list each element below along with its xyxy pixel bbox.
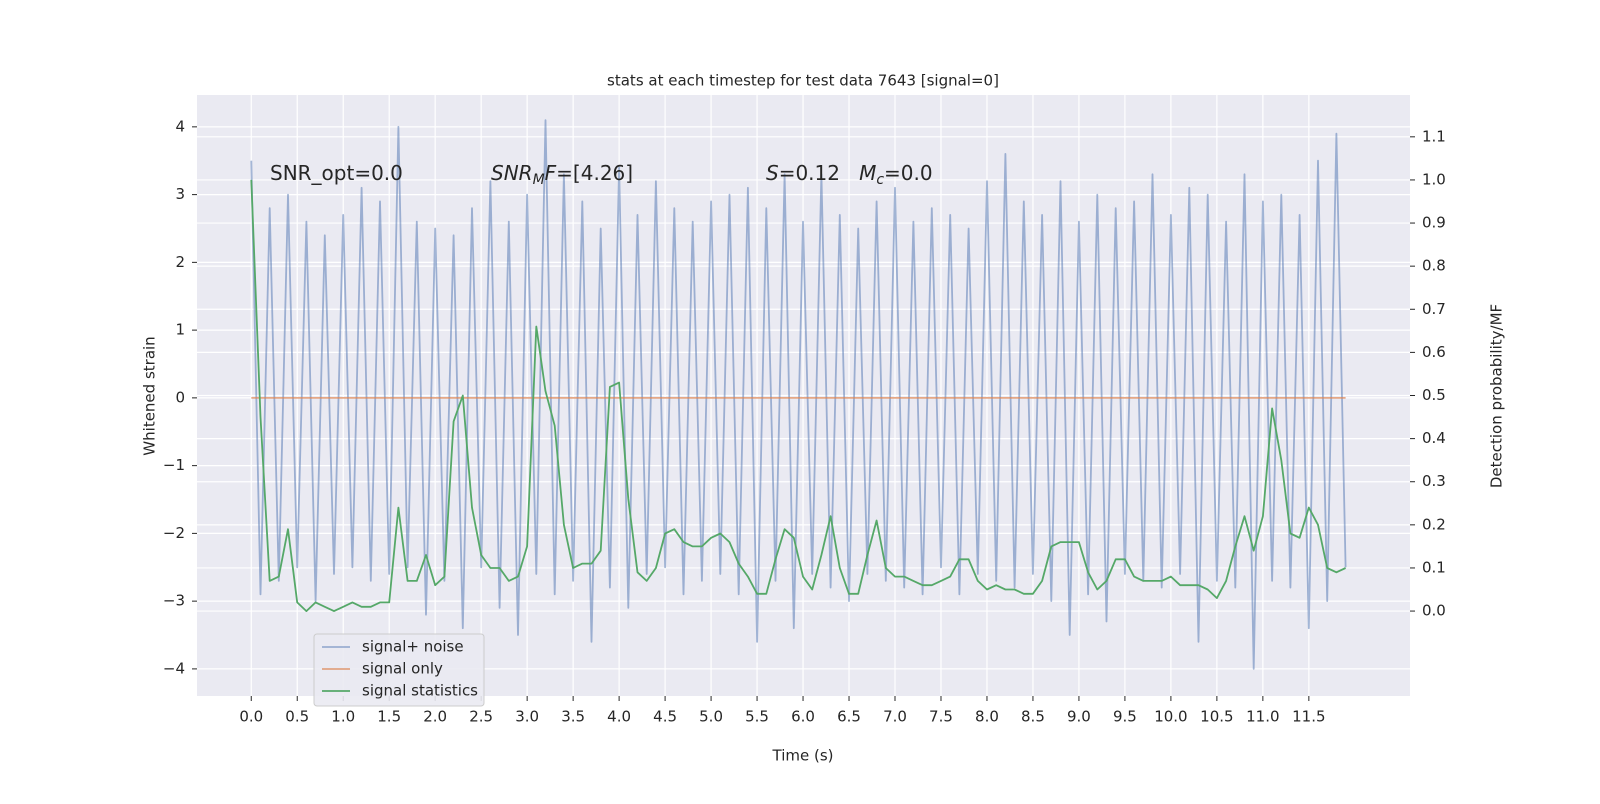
y-tick-label: −2: [163, 524, 185, 542]
x-tick-label: 6.5: [837, 708, 861, 726]
y2-tick-label: 1.0: [1422, 170, 1446, 188]
annotation-part: M: [859, 161, 876, 185]
annotation-part: =0.0: [884, 161, 933, 185]
y2-tick-label: 0.1: [1422, 558, 1446, 576]
annotation-part: M: [533, 172, 545, 188]
legend-label: signal+ noise: [362, 638, 464, 656]
x-tick-label: 2.5: [469, 708, 493, 726]
annotation: S=0.12 Mc=0.0: [766, 161, 933, 189]
y2-tick-label: 0.5: [1422, 386, 1446, 404]
y2-tick-label: 0.7: [1422, 300, 1446, 318]
annotation: SNR_opt=0.0: [270, 161, 403, 185]
series-line: [250, 179, 1346, 612]
y2-tick-label: 0.8: [1422, 257, 1446, 275]
y-tick-label: 4: [175, 117, 185, 135]
y2-tick-label: 0.6: [1422, 343, 1446, 361]
annotation-part: F: [545, 161, 557, 185]
x-tick-label: 0.5: [285, 708, 309, 726]
y-tick-label: 1: [175, 321, 185, 339]
x-axis-label: Time (s): [772, 747, 834, 765]
x-tick-label: 10.5: [1200, 708, 1233, 726]
y2-tick-label: 0.2: [1422, 515, 1446, 533]
x-tick-label: 3.0: [515, 708, 539, 726]
y2-tick-label: 0.4: [1422, 429, 1446, 447]
legend-label: signal only: [362, 660, 443, 678]
annotation-part: SNR: [491, 161, 533, 185]
x-tick-label: 8.5: [1021, 708, 1045, 726]
x-tick-label: 10.0: [1154, 708, 1187, 726]
annotation-part: =[4.26]: [556, 161, 633, 185]
x-tick-label: 11.0: [1246, 708, 1279, 726]
x-tick-label: 1.0: [331, 708, 355, 726]
x-tick-label: 9.0: [1067, 708, 1091, 726]
series-line: [250, 119, 1347, 670]
x-tick-label: 9.5: [1113, 708, 1137, 726]
x-tick-label: 2.0: [423, 708, 447, 726]
x-tick-label: 11.5: [1292, 708, 1325, 726]
annotation-part: SNR_opt=0.0: [270, 161, 403, 185]
x-tick-label: 5.5: [745, 708, 769, 726]
legend-box: [313, 633, 485, 707]
chart-title: stats at each timestep for test data 764…: [607, 72, 999, 90]
y-tick-label: 2: [175, 253, 185, 271]
x-tick-label: 5.0: [699, 708, 723, 726]
annotation: SNRMF=[4.26]: [491, 161, 633, 189]
y2-axis-label: Detection probability/MF: [1488, 304, 1506, 488]
y2-tick-label: 1.1: [1422, 127, 1446, 145]
x-tick-label: 8.0: [975, 708, 999, 726]
annotation-part: =0.12: [779, 161, 859, 185]
y-tick-label: 3: [175, 185, 185, 203]
x-tick-label: 4.0: [607, 708, 631, 726]
y-tick-label: 0: [175, 388, 185, 406]
x-tick-label: 6.0: [791, 708, 815, 726]
y2-tick-label: 0.3: [1422, 472, 1446, 490]
x-tick-label: 0.0: [239, 708, 263, 726]
y-tick-label: −4: [163, 659, 185, 677]
x-tick-label: 4.5: [653, 708, 677, 726]
x-tick-label: 7.5: [929, 708, 953, 726]
x-tick-label: 3.5: [561, 708, 585, 726]
y2-tick-label: 0.0: [1422, 602, 1446, 620]
legend-label: signal statistics: [362, 682, 478, 700]
y2-tick-label: 0.9: [1422, 214, 1446, 232]
y-tick-label: −1: [163, 456, 185, 474]
x-tick-label: 7.0: [883, 708, 907, 726]
y-axis-label: Whitened strain: [141, 336, 159, 455]
annotation-part: S: [766, 161, 779, 185]
x-tick-label: 1.5: [377, 708, 401, 726]
y-tick-label: −3: [163, 592, 185, 610]
annotation-part: c: [876, 172, 884, 188]
